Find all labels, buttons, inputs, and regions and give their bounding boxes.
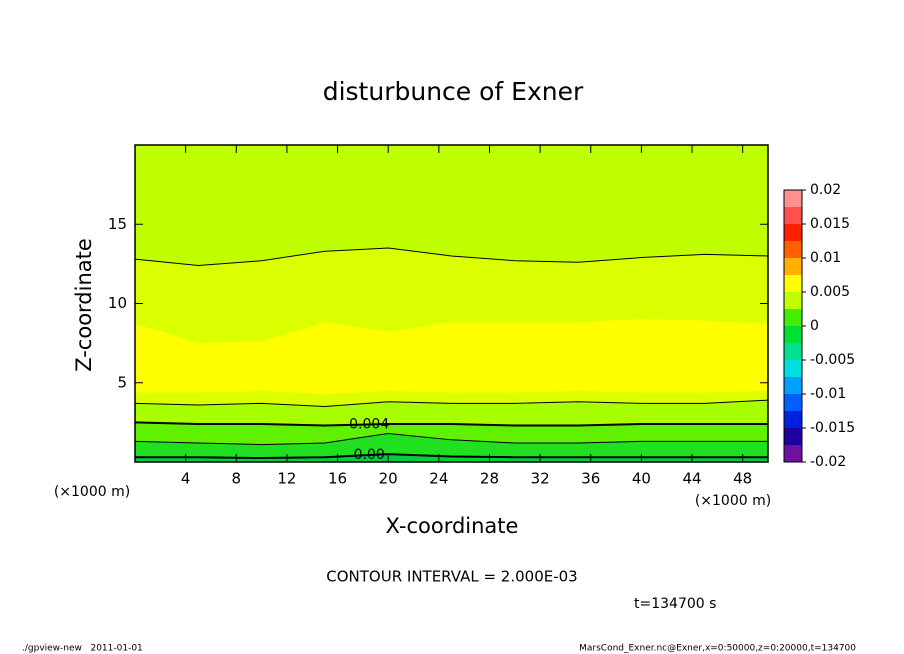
x-tick-label: 40: [632, 470, 651, 488]
x-tick-label: 8: [232, 470, 242, 488]
contour-line: [134, 399, 769, 408]
contour-interval: CONTOUR INTERVAL = 2.000E-03: [326, 568, 577, 586]
chart-title: disturbunce of Exner: [323, 77, 584, 106]
colorbar-tick-label: 0.015: [810, 216, 850, 232]
x-tick-label: 32: [531, 470, 550, 488]
colorbar-segment: [784, 326, 802, 343]
x-unit-label: (×1000 m): [695, 493, 771, 509]
contour-line: [135, 453, 768, 460]
colorbar-segment: [784, 275, 802, 292]
colorbar-tick-label: 0.005: [810, 284, 850, 300]
footer-left: ./gpview-new 2011-01-01: [22, 644, 143, 654]
colorbar-segment: [784, 309, 802, 326]
colorbar-segment: [784, 190, 802, 207]
x-tick-label: 28: [480, 470, 499, 488]
x-tick-label: 44: [682, 470, 701, 488]
footer-right: MarsCond_Exner.nc@Exner,x=0:50000,z=0:20…: [579, 644, 856, 654]
contour-label: 0.004: [349, 416, 389, 432]
y-tick-label: 10: [108, 294, 127, 312]
contour-line: [134, 247, 769, 266]
colorbar-segment: [784, 207, 802, 224]
colorbar-segment: [784, 445, 802, 462]
colorbar-tick-label: -0.02: [810, 454, 846, 470]
colorbar-segment: [784, 292, 802, 309]
x-tick-label: 24: [429, 470, 448, 488]
colorbar-tick-label: -0.015: [810, 420, 855, 436]
x-tick-label: 12: [277, 470, 296, 488]
x-tick-label: 20: [379, 470, 398, 488]
colorbar-segment: [784, 394, 802, 411]
colorbar-tick-label: 0.01: [810, 250, 841, 266]
x-unit-label: (×1000 m): [54, 484, 130, 500]
x-tick-label: 36: [581, 470, 600, 488]
contour-label: 0.00: [354, 447, 385, 463]
colorbar-segment: [784, 241, 802, 258]
x-axis-label: X-coordinate: [386, 514, 519, 538]
colorbar-segment: [784, 343, 802, 360]
colorbar-tick-label: -0.005: [810, 352, 855, 368]
y-axis-label: Z-coordinate: [72, 238, 96, 372]
colorbar-segment: [784, 258, 802, 275]
colorbar-tick-label: -0.01: [810, 386, 846, 402]
colorbar-segment: [784, 377, 802, 394]
x-tick-label: 4: [181, 470, 191, 488]
x-tick-label: 16: [328, 470, 347, 488]
colorbar-segment: [784, 411, 802, 428]
time-label: t=134700 s: [634, 596, 716, 612]
y-tick-label: 5: [117, 373, 127, 391]
colorbar-segment: [784, 428, 802, 445]
colorbar-segment: [784, 360, 802, 377]
colorbar-segment: [784, 224, 802, 241]
colorbar-tick-label: 0.02: [810, 182, 841, 198]
y-tick-label: 15: [108, 215, 127, 233]
colorbar-tick-label: 0: [810, 318, 819, 334]
contour-line: [134, 432, 768, 446]
x-tick-label: 48: [733, 470, 752, 488]
contour-line: [134, 421, 768, 427]
